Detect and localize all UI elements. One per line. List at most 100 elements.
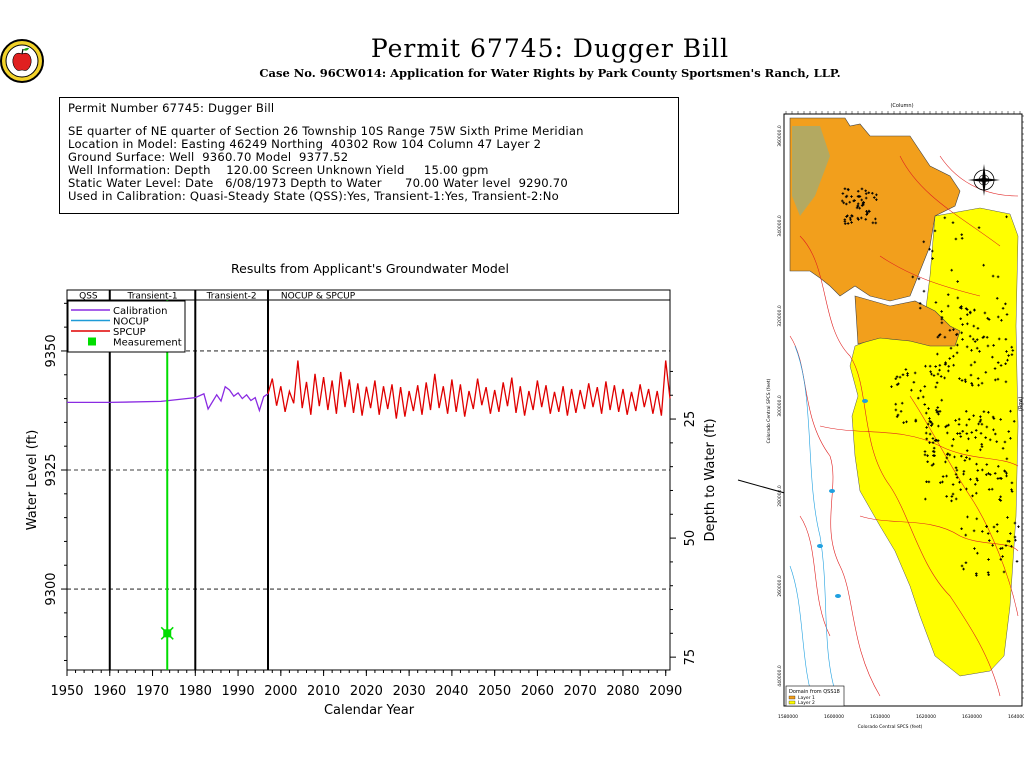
map-well-marker	[840, 199, 844, 203]
map-well-marker	[996, 315, 1000, 319]
map-well-marker	[960, 454, 963, 458]
map-well-marker	[862, 201, 866, 204]
map-well-marker	[965, 449, 969, 452]
map-well-marker	[954, 466, 958, 470]
map-well-marker	[979, 432, 983, 435]
map-well-marker	[947, 365, 951, 368]
map-well-marker	[1010, 345, 1014, 349]
page-title: Permit 67745: Dugger Bill	[370, 34, 730, 63]
map-well-marker	[1001, 307, 1005, 310]
apple-logo-icon	[0, 39, 44, 83]
map-well-marker	[1009, 532, 1012, 535]
map-well-marker	[970, 382, 973, 385]
map-bottom-tick-label: 1610000	[870, 714, 890, 720]
x-tick-label: 2050	[478, 684, 511, 699]
chart-title: Results from Applicant's Groundwater Mod…	[231, 261, 509, 276]
map-well-marker	[995, 440, 999, 444]
map-well-marker	[1002, 570, 1006, 574]
map-well-marker	[916, 396, 920, 400]
map-well-marker	[918, 306, 922, 310]
legend-label-nocup: NOCUP	[113, 317, 149, 328]
map-well-marker	[930, 463, 934, 467]
map-well-marker	[1003, 469, 1006, 473]
x-tick-label: 2080	[606, 684, 639, 699]
map-well-marker	[1010, 353, 1014, 357]
map-well-marker	[954, 419, 957, 422]
map-well-marker	[936, 372, 940, 376]
map-well-marker	[992, 428, 995, 432]
map-well-marker	[963, 378, 967, 382]
map-well-marker	[923, 403, 927, 406]
map-well-marker	[998, 498, 1001, 501]
map-well-marker	[1007, 430, 1011, 433]
map-well-marker	[981, 530, 984, 533]
map-well-marker	[947, 369, 950, 373]
map-well-marker	[938, 368, 941, 372]
map-well-marker	[985, 525, 988, 528]
map-well-marker	[937, 412, 940, 416]
map-well-marker	[1005, 313, 1009, 316]
map-well-marker	[850, 195, 853, 198]
info-location-model: Location in Model: Easting 46249 Northin…	[68, 137, 542, 151]
map-left-tick-label: 440000.0	[777, 665, 783, 687]
map-well-marker	[1001, 555, 1004, 558]
map-well-marker	[965, 308, 969, 311]
map-well-marker	[1005, 350, 1008, 353]
map-well-marker	[905, 420, 908, 424]
map-well-marker	[968, 311, 972, 315]
map-well-marker	[960, 564, 964, 568]
info-static-water-level: Static Water Level: Date 6/08/1973 Depth…	[68, 176, 568, 190]
map-well-marker	[956, 296, 960, 300]
map-well-marker	[864, 196, 868, 200]
x-tick-label: 2020	[350, 684, 383, 699]
map-layer1-area	[789, 117, 961, 302]
map-well-marker	[930, 372, 933, 376]
map-well-marker	[927, 407, 930, 410]
map-well-marker	[911, 275, 915, 279]
map-well-marker	[850, 214, 854, 217]
x-tick-label: 1990	[222, 684, 255, 699]
map-well-marker	[994, 432, 997, 436]
map-well-marker	[996, 477, 1000, 480]
map-well-marker	[991, 415, 995, 419]
map-well-marker	[976, 377, 980, 380]
map-well-marker	[1010, 545, 1013, 548]
map-well-marker	[975, 346, 979, 350]
map-well-marker	[936, 352, 939, 356]
map-well-marker	[973, 547, 976, 550]
map-well-marker	[962, 472, 965, 476]
map-well-marker	[867, 209, 871, 213]
map-bottom-tick-label: 1600000	[824, 714, 844, 720]
map-well-marker	[860, 198, 863, 202]
map-well-marker	[949, 346, 953, 350]
map-well-marker	[1004, 544, 1008, 547]
map-well-marker	[923, 453, 927, 457]
map-well-marker	[894, 402, 898, 406]
map-well-marker	[1005, 215, 1008, 219]
map-well-marker	[959, 488, 962, 491]
map-well-marker	[965, 313, 969, 317]
map-well-marker	[993, 472, 997, 475]
map-well-marker	[931, 422, 934, 426]
map-well-marker	[934, 301, 938, 304]
map-well-marker	[991, 543, 994, 547]
map-well-marker	[984, 371, 988, 374]
map-well-marker	[864, 192, 868, 195]
plot-frame	[66, 289, 671, 671]
map-well-marker	[969, 363, 973, 367]
map-well-marker	[931, 249, 934, 253]
map-left-tick-label: 260000.0	[777, 575, 783, 597]
map-well-marker	[896, 413, 900, 417]
map-well-marker	[946, 453, 949, 456]
map-well-marker	[1015, 560, 1019, 563]
map-well-marker	[994, 378, 997, 382]
map-well-marker	[926, 454, 929, 458]
map-well-marker	[843, 187, 847, 191]
map-well-marker	[940, 321, 944, 325]
map-well-marker	[922, 289, 926, 293]
map-well-marker	[971, 337, 975, 341]
map-well-marker	[960, 379, 964, 382]
map-well-marker	[858, 206, 861, 210]
map-well-marker	[961, 338, 964, 341]
